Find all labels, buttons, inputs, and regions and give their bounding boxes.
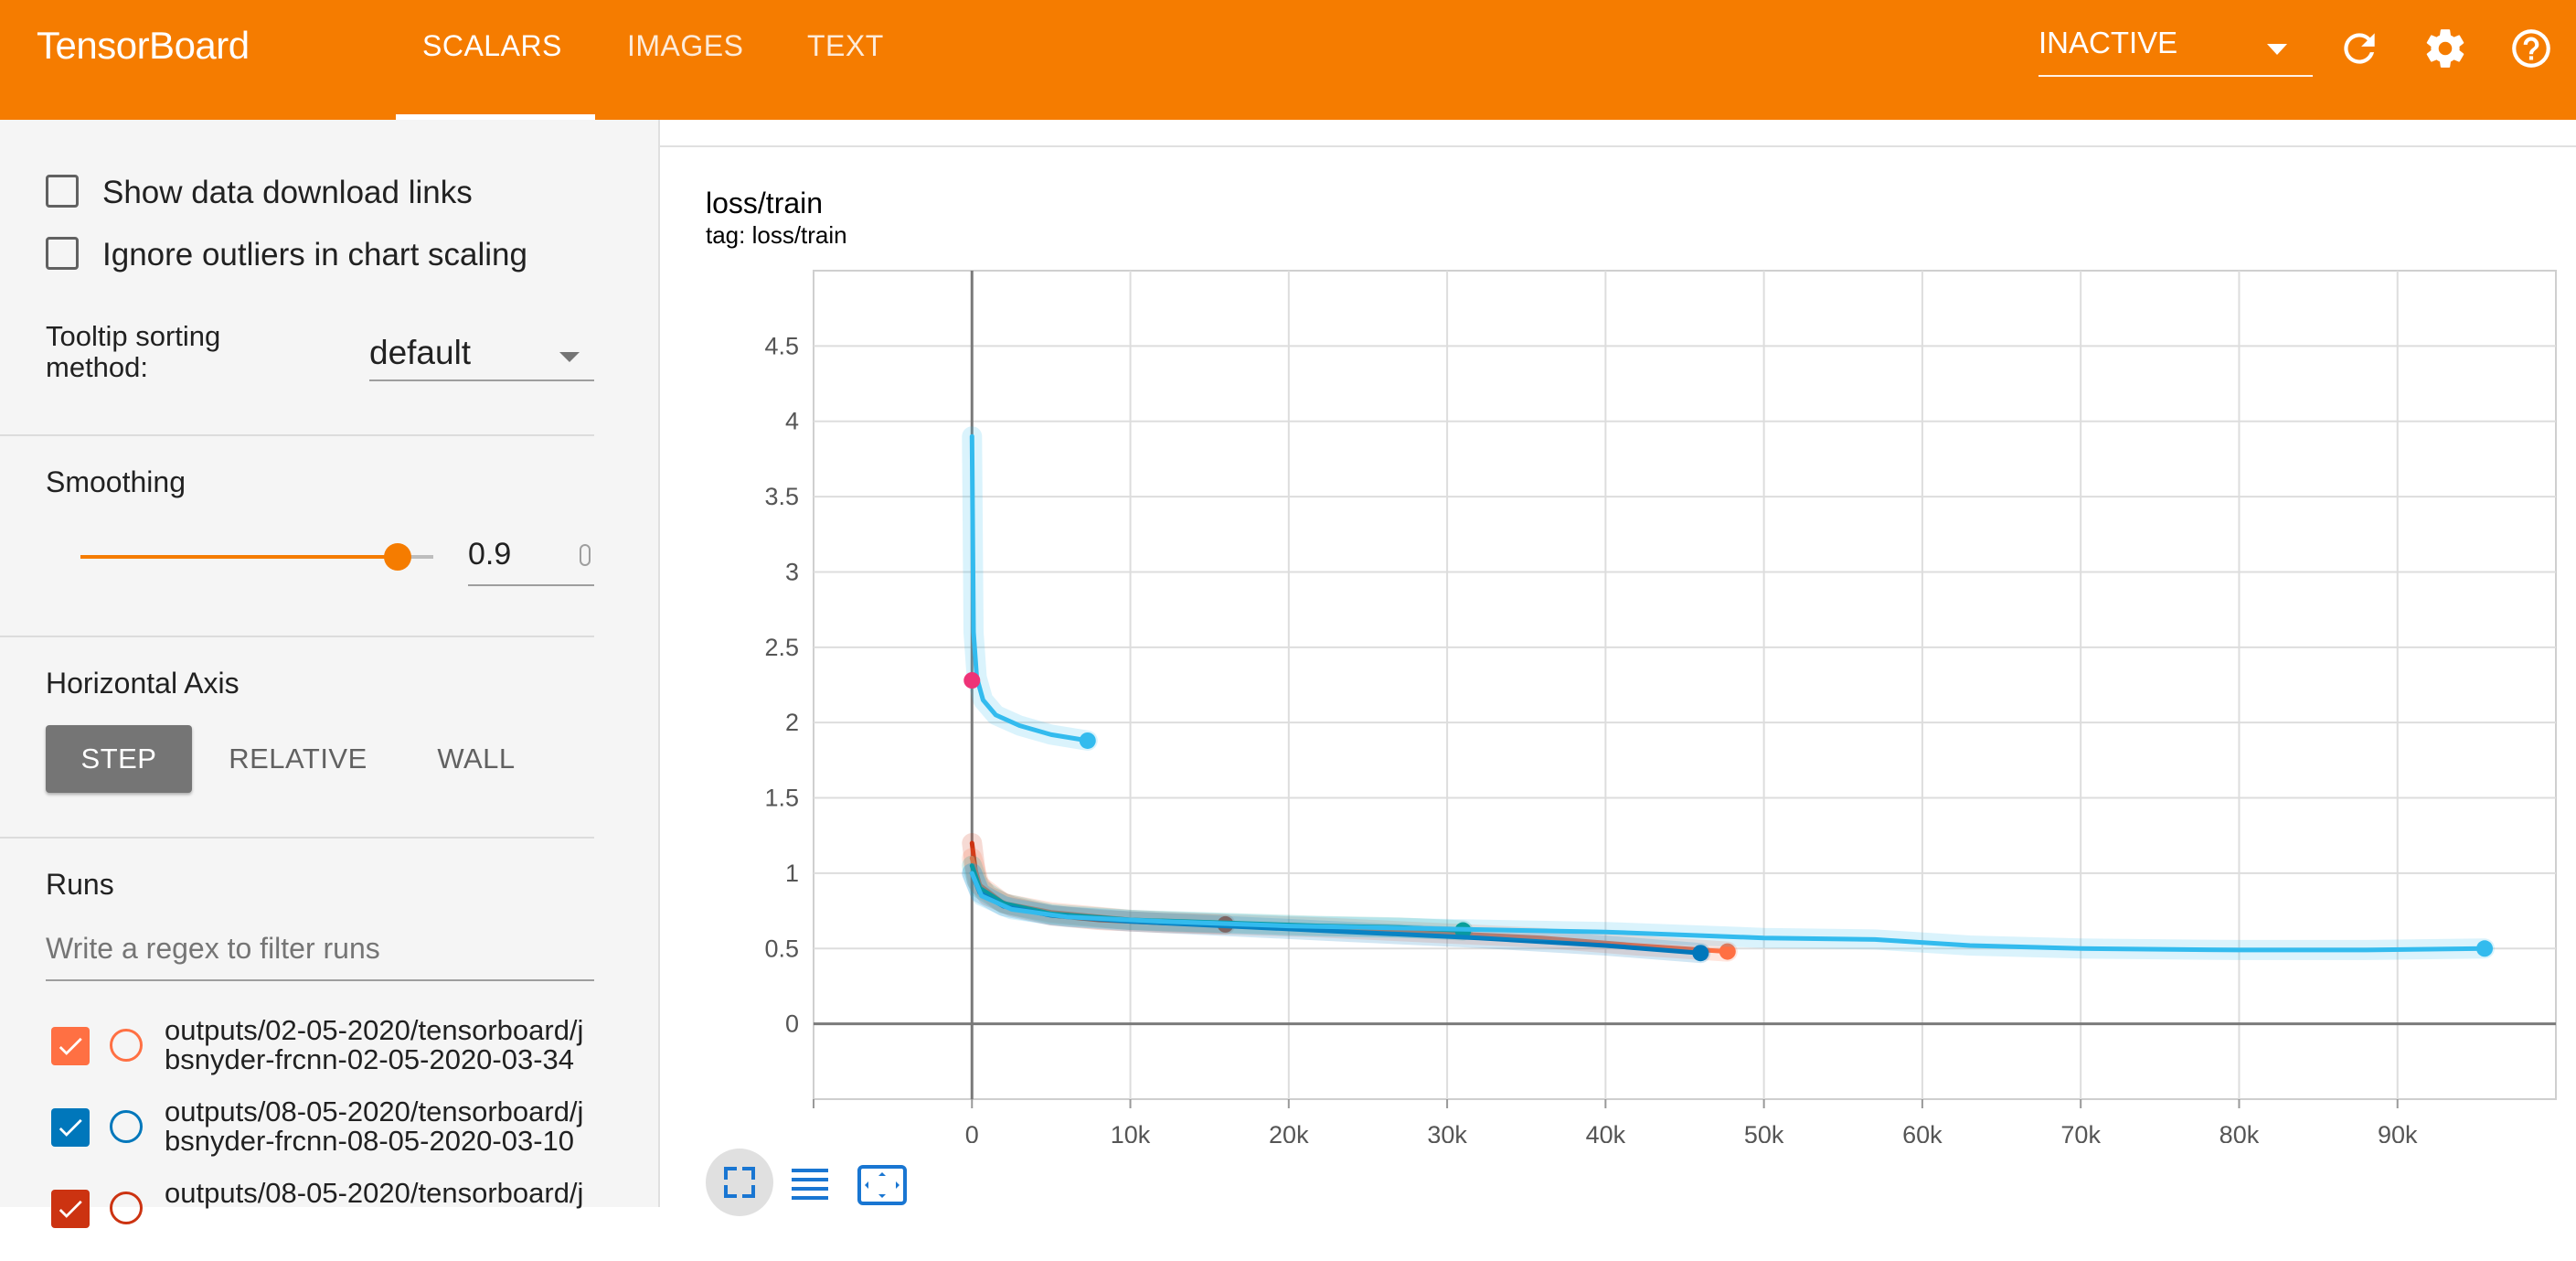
x-tick-label: 80k [2219,1121,2260,1143]
series-end-point [1079,732,1096,749]
fit-domain-button[interactable] [706,1149,773,1216]
inactive-plugins-dropdown[interactable]: INACTIVE [2038,26,2313,77]
x-tick-label: 70k [2060,1121,2101,1143]
check-icon [59,1037,82,1055]
x-tick-label: 50k [1744,1121,1784,1143]
y-tick-label: 0 [785,1010,799,1038]
chart-grid [813,270,2557,1108]
runs-label: Runs [46,868,114,901]
tooltip-sorting-select[interactable]: default [369,328,594,381]
run-checkbox-checked[interactable] [51,1027,90,1065]
smoothing-slider[interactable] [80,543,433,571]
y-tick-label: 1.5 [764,785,799,812]
smoothing-label: Smoothing [46,465,186,498]
y-tick-label: 3 [785,558,799,585]
run-item[interactable]: outputs/02-05-2020/tensorboard/j bsnyder-… [51,1016,600,1098]
x-tick-label: 30k [1427,1121,1467,1143]
run-name: outputs/08-05-2020/tensorboard/j bsnyder-… [165,1095,584,1157]
runs-filter-placeholder: Write a regex to filter runs [46,932,380,965]
top-app-bar: TensorBoard SCALARS IMAGES TEXT INACTIVE [0,0,2576,120]
check-icon [59,1200,82,1218]
loss-train-chart[interactable]: 0 10k 20k 30k 40k 50k 60k 70k 80k 90k 0 0.5 1 1.5 2 2.5… [660,238,2576,1143]
y-tick-label: 0.5 [764,935,799,962]
tooltip-sorting-value: default [369,334,472,371]
runs-filter-input[interactable]: Write a regex to filter runs [46,926,594,981]
spinner-icon[interactable] [580,544,591,566]
chart-card-title: loss/train [706,187,824,219]
ignore-outliers-label: Ignore outliers in chart scaling [102,237,527,273]
chart-axes [814,271,2556,1099]
x-tick-label: 0 [965,1121,979,1143]
y-tick-label: 4.5 [764,332,799,359]
run-checkbox-checked[interactable] [51,1108,90,1147]
expand-chart-icon [857,1165,907,1205]
y-tick-label: 4 [785,408,799,435]
x-tick-label: 90k [2378,1121,2418,1143]
chart-tick-labels: 0 10k 20k 30k 40k 50k 60k 70k 80k 90k 0 0.5 1 1.5 2 2.5… [764,332,2418,1143]
app-title: TensorBoard [37,24,250,67]
y-tick-label: 1 [785,860,799,887]
run-checkbox-checked[interactable] [51,1190,90,1228]
axis-step-button[interactable]: STEP [46,725,192,793]
run-color-radio[interactable] [110,1029,143,1062]
divider [0,434,594,436]
divider [0,636,594,637]
x-tick-label: 10k [1111,1121,1151,1143]
help-icon[interactable] [2508,26,2554,71]
run-name: outputs/08-05-2020/tensorboard/j [165,1177,584,1209]
series-raw-band [962,426,1098,751]
toggle-log-scale-button[interactable] [777,1150,845,1218]
chevron-down-icon [2267,44,2287,55]
y-tick-label: 3.5 [764,483,799,510]
series-end-point [1692,945,1709,962]
show-download-links-label: Show data download links [102,175,473,210]
divider [0,837,594,839]
series-line [969,433,1091,743]
smoothing-value: 0.9 [468,537,512,572]
toggle-log-scale-icon [792,1169,828,1200]
series-line [969,871,2487,953]
series-end-point [963,672,981,689]
tab-text[interactable]: TEXT [807,29,884,62]
main-toolbar-strip [660,120,2576,147]
sidebar: Show data download links Ignore outliers… [0,120,660,1228]
ignore-outliers-checkbox[interactable] [46,237,79,270]
smoothing-input[interactable]: 0.9 [468,533,594,586]
run-item[interactable]: outputs/08-05-2020/tensorboard/j bsnyder-… [51,1097,600,1180]
chevron-down-icon [559,352,580,362]
chart-card-tag: tag: loss/train [706,221,847,249]
tooltip-sorting-label: Tooltip sorting method: [46,320,221,383]
y-tick-label: 2 [785,709,799,736]
chart-series [962,426,2495,964]
tab-images[interactable]: IMAGES [627,29,744,62]
check-icon [59,1118,82,1137]
smoothing-slider-fill [80,555,399,559]
fit-domain-icon [724,1167,755,1198]
y-tick-label: 2.5 [764,634,799,661]
show-download-links-checkbox[interactable] [46,175,79,208]
inactive-dropdown-label: INACTIVE [2038,26,2178,59]
axis-wall-button[interactable]: WALL [437,743,516,775]
axis-relative-button[interactable]: RELATIVE [229,743,367,775]
plot-border [813,270,2557,1100]
series-end-point [1719,943,1736,960]
horizontal-axis-label: Horizontal Axis [46,667,240,700]
x-tick-label: 40k [1586,1121,1626,1143]
run-item[interactable]: outputs/08-05-2020/tensorboard/j [51,1179,600,1261]
settings-gear-icon[interactable] [2422,26,2468,71]
run-color-radio[interactable] [110,1192,143,1224]
active-tab-indicator [396,114,595,120]
expand-chart-button[interactable] [848,1150,916,1218]
run-color-radio[interactable] [110,1110,143,1143]
refresh-icon[interactable] [2336,26,2382,71]
x-tick-label: 20k [1269,1121,1309,1143]
series-end-point [2476,940,2494,957]
smoothing-slider-thumb[interactable] [384,543,412,571]
run-name: outputs/02-05-2020/tensorboard/j bsnyder-… [165,1014,584,1075]
tab-scalars[interactable]: SCALARS [422,29,562,62]
x-tick-label: 60k [1902,1121,1943,1143]
